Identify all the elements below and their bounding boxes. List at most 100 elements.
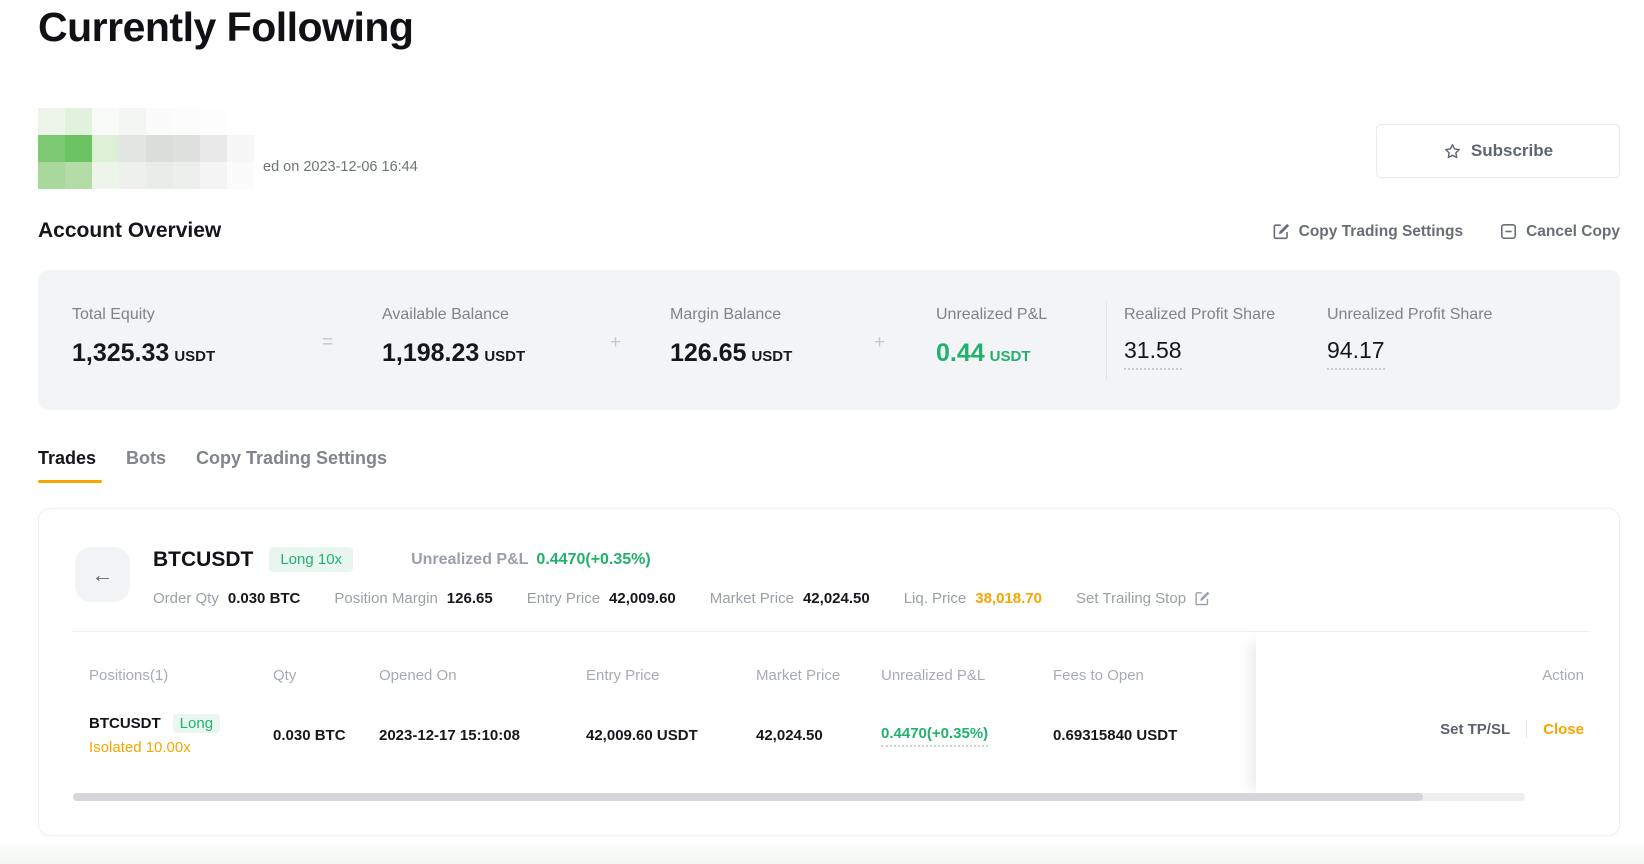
side-leverage-badge: Long 10x xyxy=(269,547,354,572)
col-header-entry-price: Entry Price xyxy=(586,667,660,684)
stat-unrealized-pnl: Unrealized P&L 0.44 USDT xyxy=(936,306,1047,368)
stats-divider xyxy=(1106,302,1107,380)
edit-square-icon xyxy=(1195,591,1210,606)
avatar-pixel xyxy=(65,162,92,189)
avatar-pixel xyxy=(227,162,254,189)
col-header-unrealized-pnl: Unrealized P&L xyxy=(881,667,986,684)
stat-available-balance: Available Balance 1,198.23 USDT xyxy=(382,306,525,368)
stat-value: 126.65 xyxy=(670,339,747,367)
back-arrow-icon: ← xyxy=(91,561,114,587)
action-separator xyxy=(1526,720,1528,738)
plus-operator: + xyxy=(610,332,622,353)
market-price: Market Price 42,024.50 xyxy=(710,590,870,607)
position-symbol-cell: BTCUSDT Long Isolated 10.00x xyxy=(89,695,221,775)
scrollbar-thumb[interactable] xyxy=(73,793,1424,801)
avatar-pixel xyxy=(200,135,227,162)
stat-value: 1,198.23 xyxy=(382,339,480,367)
unrealized-pnl-label: Unrealized P&L xyxy=(411,550,529,568)
avatar-pixel xyxy=(200,162,227,189)
tab-trades[interactable]: Trades xyxy=(38,448,103,483)
trade-card: ← BTCUSDT Long 10x Unrealized P&L 0.4470… xyxy=(38,508,1620,836)
tab-copy-trading-settings[interactable]: Copy Trading Settings xyxy=(196,448,388,468)
stat-unit: USDT xyxy=(989,348,1031,365)
horizontal-scrollbar[interactable] xyxy=(73,793,1525,801)
account-overview-actions: Copy Trading Settings Cancel Copy xyxy=(1272,222,1620,241)
kv-value: 38,018.70 xyxy=(975,590,1042,607)
position-unrealized-pnl: 0.4470(+0.35%) xyxy=(881,725,989,747)
position-side-badge: Long xyxy=(172,714,221,733)
back-button[interactable]: ← xyxy=(75,547,130,602)
order-qty: Order Qty 0.030 BTC xyxy=(153,590,300,607)
stat-value: 1,325.33 xyxy=(72,339,170,367)
set-trailing-stop-label: Set Trailing Stop xyxy=(1075,590,1187,607)
avatar-pixel xyxy=(119,135,146,162)
position-market-price: 42,024.50 xyxy=(756,726,823,744)
subscribe-label: Subscribe xyxy=(1470,141,1554,160)
stat-label: Total Equity xyxy=(72,306,155,323)
kv-label: Market Price xyxy=(709,590,794,607)
cancel-copy-button[interactable]: Cancel Copy xyxy=(1499,222,1620,241)
avatar-pixel xyxy=(227,108,254,135)
tab-bots[interactable]: Bots xyxy=(126,448,167,468)
stat-value: 94.17 xyxy=(1327,337,1385,370)
set-tpsl-button[interactable]: Set TP/SL xyxy=(1440,720,1511,738)
close-position-button[interactable]: Close xyxy=(1543,720,1584,738)
kv-value: 0.030 BTC xyxy=(227,590,301,607)
card-divider xyxy=(71,631,1589,632)
kv-label: Position Margin xyxy=(334,590,438,607)
avatar-pixel xyxy=(38,108,65,135)
stat-value: 0.44 xyxy=(936,339,985,367)
avatar-pixel xyxy=(227,135,254,162)
avatar-pixel xyxy=(65,135,92,162)
stat-label: Realized Profit Share xyxy=(1124,306,1276,323)
avatar-pixel xyxy=(119,108,146,135)
equals-operator: = xyxy=(322,332,334,353)
trade-card-header: BTCUSDT Long 10x Unrealized P&L 0.4470(+… xyxy=(153,547,1211,607)
kv-value: 42,024.50 xyxy=(802,590,870,607)
stat-label: Margin Balance xyxy=(670,306,782,323)
kv-label: Entry Price xyxy=(526,590,601,607)
avatar-pixel xyxy=(38,162,65,189)
minus-square-icon xyxy=(1501,223,1517,240)
action-column: Action Set TP/SL Close xyxy=(1256,632,1618,800)
avatar-pixel xyxy=(92,135,119,162)
avatar-pixel xyxy=(119,162,146,189)
copy-trading-settings-button[interactable]: Copy Trading Settings xyxy=(1272,222,1463,241)
star-icon xyxy=(1444,143,1460,158)
col-header-market-price: Market Price xyxy=(756,667,841,684)
avatar-pixel xyxy=(92,162,119,189)
avatar-pixel xyxy=(173,135,200,162)
col-header-fees-to-open: Fees to Open xyxy=(1053,667,1144,684)
position-margin: Position Margin 126.65 xyxy=(334,590,492,607)
avatar-pixel xyxy=(146,135,173,162)
avatar-pixel xyxy=(200,108,227,135)
col-header-action: Action xyxy=(1542,667,1584,684)
plus-operator: + xyxy=(874,332,886,353)
stat-margin-balance: Margin Balance 126.65 USDT xyxy=(670,306,792,368)
stat-total-equity: Total Equity 1,325.33 USDT xyxy=(72,306,215,368)
position-symbol: BTCUSDT xyxy=(89,715,161,732)
page-title: Currently Following xyxy=(38,4,414,50)
subscribe-button[interactable]: Subscribe xyxy=(1376,124,1620,178)
stat-unit: USDT xyxy=(174,348,216,365)
account-overview-heading: Account Overview xyxy=(38,219,222,242)
stat-unit: USDT xyxy=(484,348,526,365)
kv-label: Liq. Price xyxy=(903,590,967,607)
avatar-pixel xyxy=(65,108,92,135)
kv-value: 42,009.60 xyxy=(609,590,676,607)
position-fees-to-open: 0.69315840 USDT xyxy=(1053,726,1178,744)
col-header-opened-on: Opened On xyxy=(379,667,457,684)
stat-label: Unrealized Profit Share xyxy=(1327,306,1493,323)
avatar xyxy=(38,108,254,189)
stat-unrealized-profit-share: Unrealized Profit Share 94.17 xyxy=(1327,306,1492,370)
stat-label: Available Balance xyxy=(382,306,509,323)
avatar-pixel xyxy=(173,108,200,135)
copy-trading-settings-label: Copy Trading Settings xyxy=(1298,222,1464,240)
set-trailing-stop-button[interactable]: Set Trailing Stop xyxy=(1076,590,1211,607)
liq-price: Liq. Price 38,018.70 xyxy=(904,590,1042,607)
col-header-positions: Positions(1) xyxy=(89,667,169,684)
position-entry-price: 42,009.60 USDT xyxy=(586,726,698,744)
stat-value: 31.58 xyxy=(1124,337,1182,370)
position-opened-on: 2023-12-17 15:10:08 xyxy=(379,726,520,744)
cancel-copy-label: Cancel Copy xyxy=(1526,222,1620,240)
